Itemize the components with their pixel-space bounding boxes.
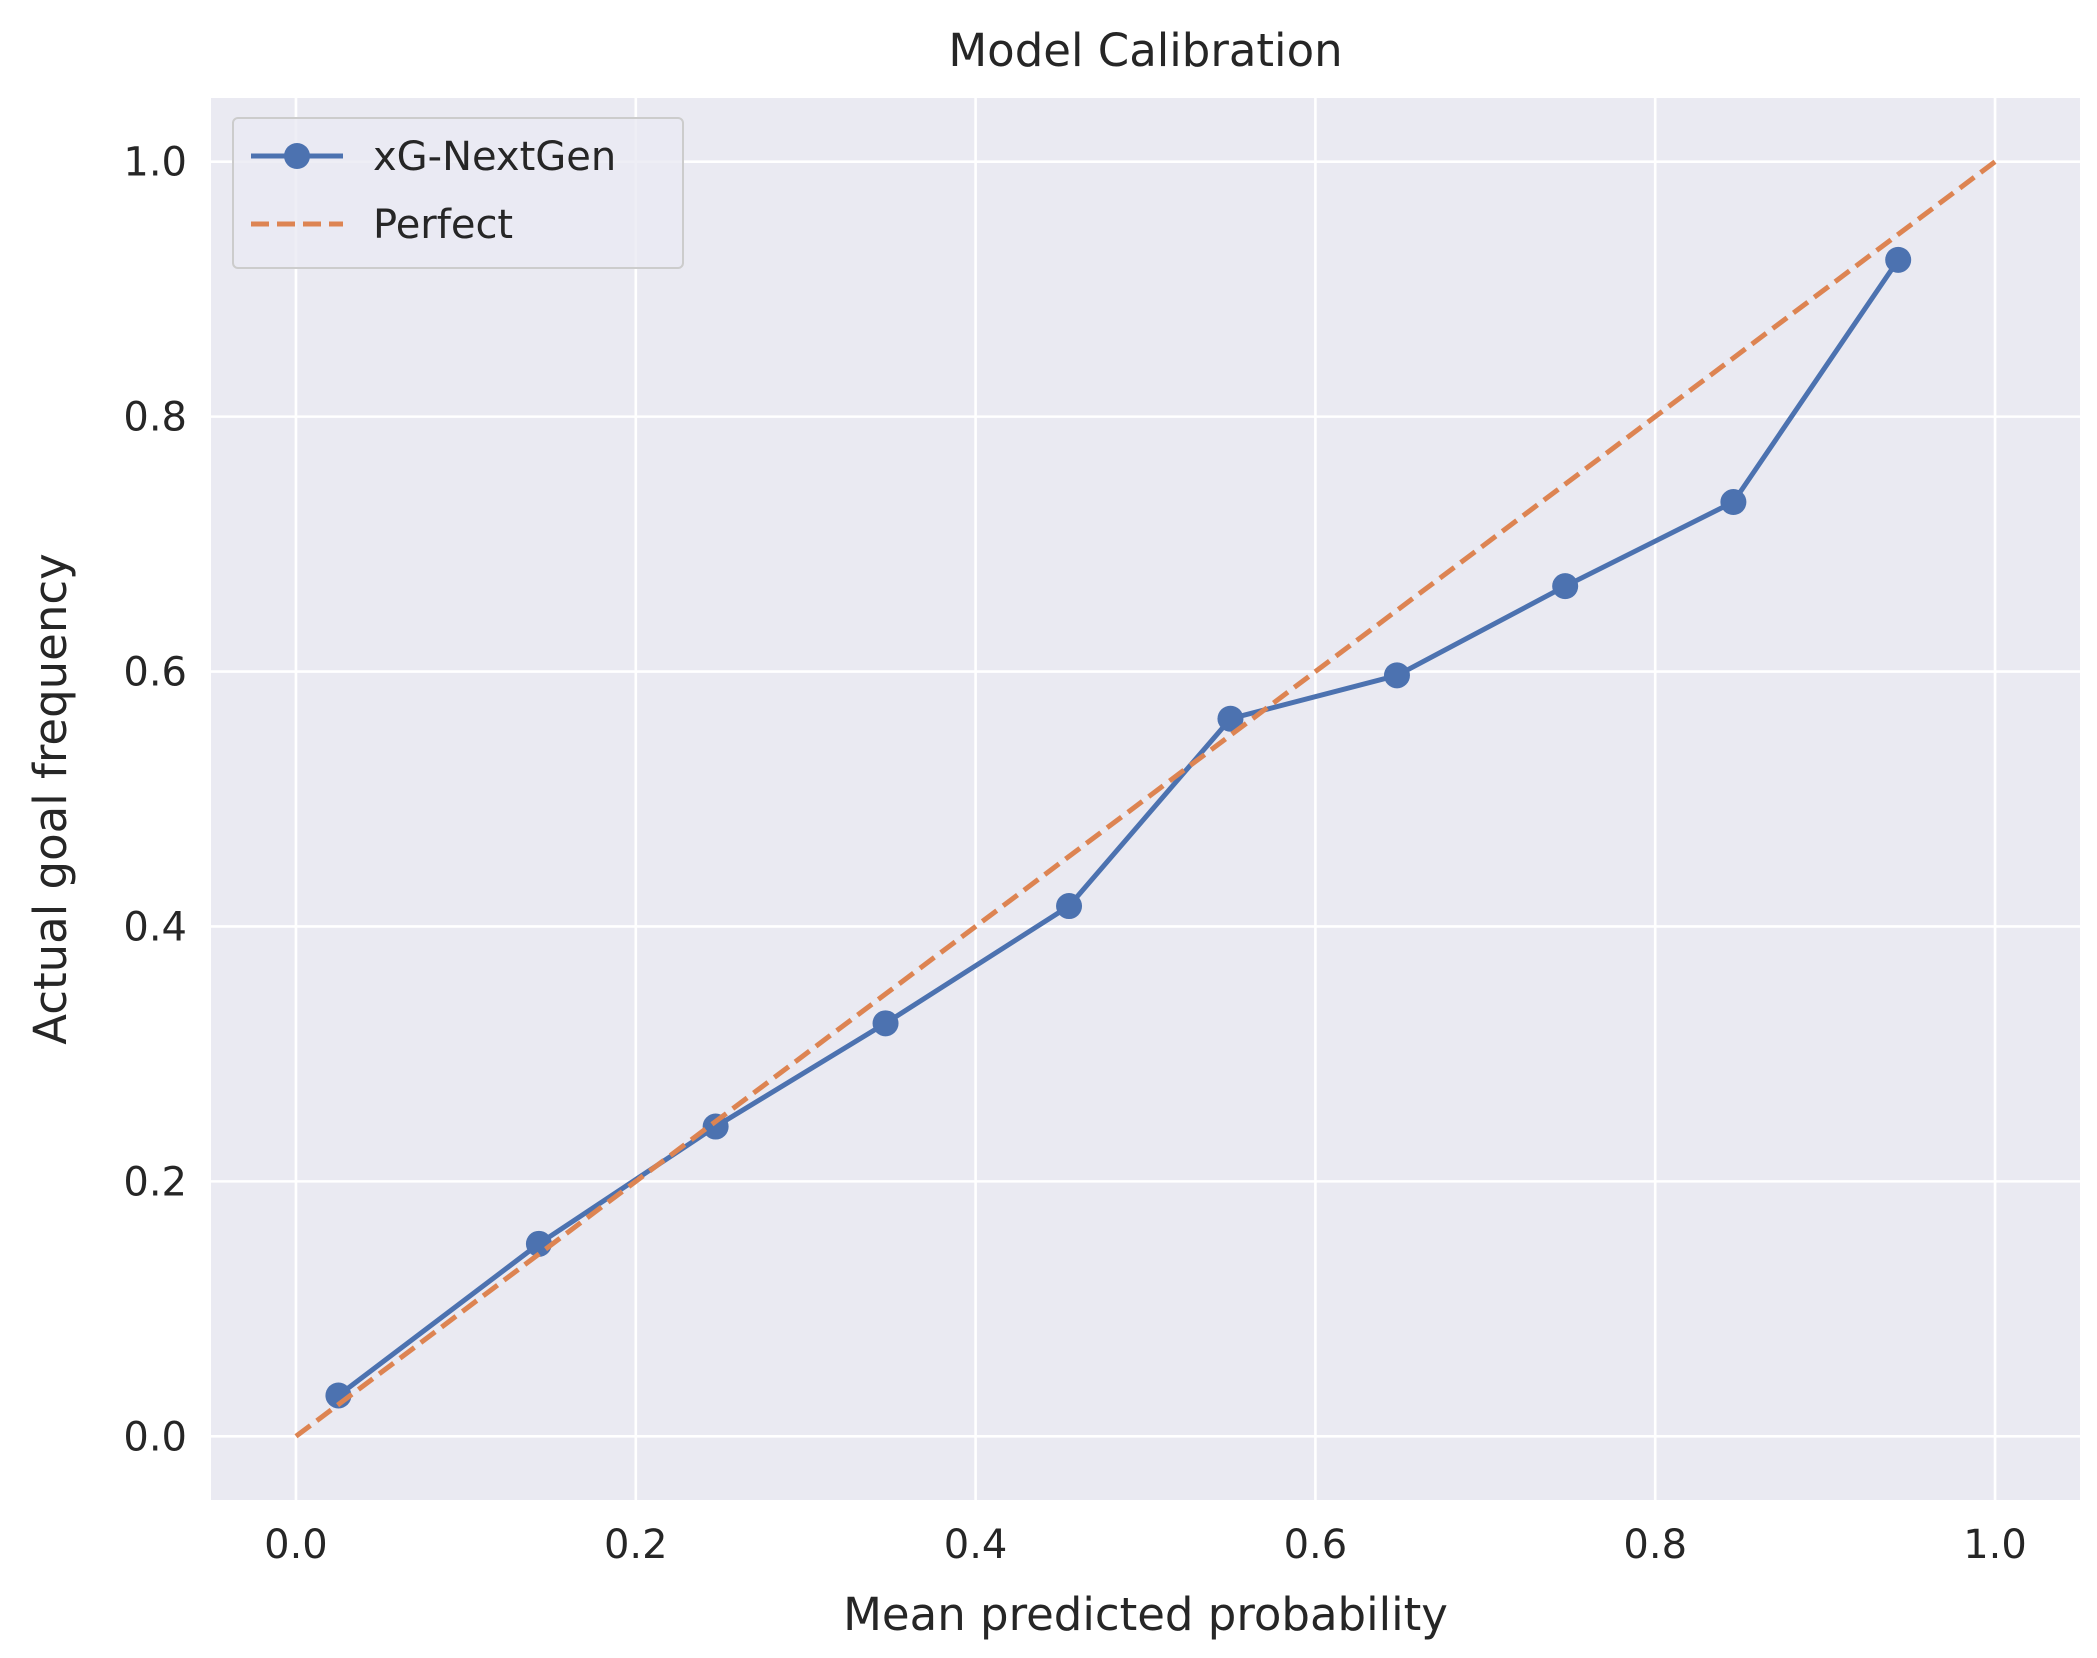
data-point bbox=[1720, 489, 1747, 516]
grid-lines bbox=[211, 98, 2080, 1500]
legend: xG-NextGen Perfect bbox=[232, 117, 684, 269]
x-tick-label: 0.8 bbox=[1623, 1522, 1687, 1568]
legend-label: Perfect bbox=[373, 202, 513, 248]
legend-item: Perfect bbox=[251, 202, 513, 248]
legend-label: xG-NextGen bbox=[373, 134, 616, 180]
chart-title: Model Calibration bbox=[948, 24, 1342, 77]
x-tick-label: 1.0 bbox=[1963, 1522, 2027, 1568]
x-tick-label: 0.6 bbox=[1284, 1522, 1348, 1568]
data-point bbox=[1885, 246, 1912, 273]
x-tick-label: 0.0 bbox=[264, 1522, 328, 1568]
data-point bbox=[1552, 573, 1579, 600]
data-point bbox=[872, 1010, 899, 1037]
data-point bbox=[525, 1230, 552, 1257]
y-axis-label: Actual goal frequency bbox=[24, 553, 77, 1044]
data-point bbox=[702, 1113, 729, 1140]
y-tick-label: 0.0 bbox=[123, 1414, 187, 1460]
y-tick-label: 1.0 bbox=[123, 140, 187, 186]
series-line-xg-nextgen bbox=[336, 258, 1901, 1398]
legend-item: xG-NextGen bbox=[251, 134, 616, 180]
series-layer bbox=[294, 159, 1997, 1439]
data-point bbox=[1217, 705, 1244, 732]
x-tick-label: 0.4 bbox=[944, 1522, 1008, 1568]
plot-area bbox=[211, 98, 2080, 1500]
tick-labels: 0.0 0.2 0.4 0.6 0.8 1.0 0.0 0.2 0.4 0.6 0.8 1.0 bbox=[123, 140, 2026, 1568]
x-axis-label: Mean predicted probability bbox=[843, 1588, 1448, 1641]
y-tick-label: 0.8 bbox=[123, 395, 187, 441]
data-point bbox=[1056, 893, 1083, 920]
legend-marker bbox=[284, 143, 310, 169]
series-line-perfect bbox=[294, 159, 1997, 1439]
y-tick-label: 0.2 bbox=[123, 1159, 187, 1205]
y-tick-label: 0.4 bbox=[123, 904, 187, 950]
data-point bbox=[1383, 662, 1410, 689]
legend-box bbox=[232, 117, 684, 269]
y-tick-label: 0.6 bbox=[123, 650, 187, 696]
x-tick-label: 0.2 bbox=[604, 1522, 668, 1568]
